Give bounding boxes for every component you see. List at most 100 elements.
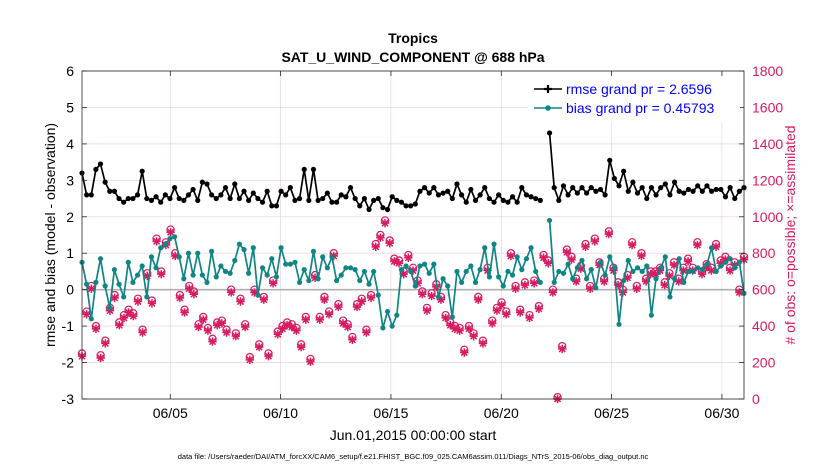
- bias-point: [468, 263, 474, 269]
- rmse-point: [435, 192, 442, 198]
- obs-assimilated-marker: [516, 308, 525, 317]
- bias-point: [523, 256, 530, 262]
- footer-file-path: data file: /Users/raeder/DAI/ATM_forcXX/…: [178, 452, 649, 461]
- bias-point: [607, 254, 613, 260]
- obs-assimilated-marker: [338, 319, 348, 328]
- bias-point: [343, 265, 349, 271]
- obs-assimilated-marker: [231, 331, 241, 341]
- obs-assimilated-marker: [488, 319, 497, 328]
- rmse-point: [296, 195, 303, 202]
- rmse-point: [102, 179, 108, 185]
- bias-point: [421, 261, 428, 267]
- bias-point: [366, 281, 372, 287]
- obs-assimilated-marker: [343, 322, 352, 332]
- bias-point: [227, 270, 233, 276]
- bias-point: [584, 276, 590, 282]
- obs-assimilated-marker: [623, 273, 632, 283]
- rmse-point: [537, 197, 543, 203]
- bias-point: [417, 263, 423, 269]
- bias-point: [190, 272, 196, 278]
- bias-point: [616, 321, 622, 327]
- obs-assimilated-marker: [632, 284, 641, 293]
- obs-assimilated-marker: [315, 315, 324, 324]
- rmse-point: [621, 168, 627, 174]
- bias-point: [593, 285, 599, 291]
- y2-tick-label: 1000: [752, 209, 783, 225]
- obs-assimilated-marker: [530, 279, 539, 288]
- y2-tick-label: 1600: [752, 99, 783, 115]
- bias-point: [699, 267, 705, 273]
- obs-assimilated-marker: [301, 315, 310, 324]
- obs-assimilated-marker: [725, 266, 735, 275]
- rmse-point: [134, 192, 141, 198]
- obs-assimilated-marker: [665, 271, 674, 281]
- bias-point: [371, 268, 377, 275]
- obs-assimilated-marker: [310, 273, 320, 283]
- rmse-point: [454, 181, 460, 187]
- bias-point: [685, 268, 692, 275]
- rmse-point: [389, 194, 395, 200]
- bias-point: [232, 257, 238, 264]
- bias-point: [574, 265, 580, 271]
- bias-point: [570, 276, 576, 282]
- obs-assimilated-marker: [264, 351, 273, 361]
- rmse-point: [301, 166, 307, 172]
- bias-point: [611, 265, 617, 271]
- obs-assimilated-marker: [506, 251, 516, 261]
- rmse-point: [139, 168, 145, 174]
- rmse-point: [523, 192, 530, 198]
- obs-assimilated-marker: [590, 237, 600, 246]
- bias-point: [171, 234, 178, 240]
- bias-point: [445, 283, 451, 289]
- rmse-point: [440, 190, 446, 196]
- rmse-point: [88, 192, 94, 198]
- obs-assimilated-marker: [693, 240, 702, 250]
- bias-point: [505, 268, 511, 275]
- obs-assimilated-marker: [441, 313, 450, 323]
- obs-assimilated-marker: [716, 259, 725, 268]
- bias-point: [116, 281, 122, 287]
- rmse-point: [565, 192, 571, 198]
- obs-assimilated-marker: [492, 306, 502, 315]
- rmse-point: [533, 195, 539, 202]
- obs-assimilated-marker: [730, 260, 739, 270]
- rmse-point: [500, 197, 506, 203]
- rmse-point: [496, 192, 502, 198]
- rmse-point: [93, 166, 99, 172]
- obs-assimilated-marker: [525, 313, 534, 323]
- rmse-point: [209, 192, 215, 198]
- obs-assimilated-marker: [543, 259, 553, 268]
- obs-assimilated-marker: [571, 277, 581, 286]
- obs-assimilated-marker: [96, 353, 105, 363]
- bias-point: [667, 294, 673, 300]
- y-tick-label: 5: [66, 99, 74, 115]
- rmse-point: [324, 190, 330, 196]
- obs-assimilated-marker: [585, 284, 595, 293]
- bias-point: [246, 270, 252, 276]
- rmse-point: [259, 199, 266, 205]
- rmse-point: [371, 197, 377, 203]
- bias-point: [320, 254, 326, 260]
- obs-assimilated-marker: [254, 342, 264, 352]
- bias-point: [269, 256, 275, 262]
- bias-point: [713, 268, 719, 275]
- bias-point: [199, 272, 205, 278]
- obs-assimilated-marker: [87, 284, 96, 293]
- obs-assimilated-marker: [534, 304, 544, 313]
- bias-point: [732, 265, 738, 271]
- obs-assimilated-marker: [548, 288, 558, 297]
- rmse-point: [167, 195, 173, 202]
- bias-point: [134, 272, 141, 278]
- rmse-point: [278, 188, 284, 194]
- rmse-point: [704, 183, 710, 189]
- rmse-point: [315, 197, 321, 203]
- bias-point: [676, 256, 682, 262]
- bias-point: [449, 314, 455, 320]
- rmse-point: [519, 185, 525, 191]
- rmse-point: [185, 192, 192, 198]
- rmse-point: [708, 188, 715, 194]
- obs-assimilated-marker: [674, 277, 683, 286]
- grid-layer: [82, 70, 744, 400]
- obs-assimilated-marker: [287, 322, 296, 332]
- rmse-point: [144, 195, 150, 202]
